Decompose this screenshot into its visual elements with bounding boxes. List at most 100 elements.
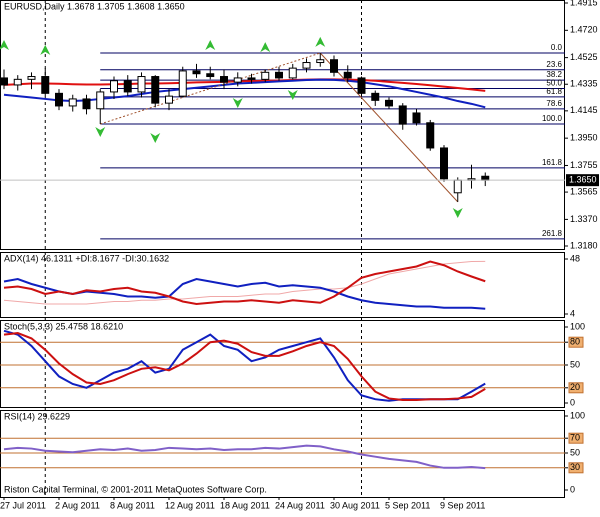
candle-body bbox=[261, 71, 270, 80]
fib-label: 261.8 bbox=[542, 229, 563, 238]
x-tick-label: 27 Jul 2011 bbox=[0, 500, 46, 510]
y-tick-label: 1.4915 bbox=[570, 0, 598, 7]
y-tick-label: 48 bbox=[570, 253, 580, 263]
candle-body bbox=[68, 98, 77, 107]
candle-body bbox=[55, 92, 63, 107]
y-tick-label: 50 bbox=[570, 359, 580, 369]
fib-label: 0.0 bbox=[551, 43, 563, 52]
x-tick-label: 30 Aug 2011 bbox=[330, 500, 380, 510]
level-box bbox=[568, 336, 584, 348]
y-tick-label: 1.4525 bbox=[570, 52, 598, 62]
y-tick-label: 1.4720 bbox=[570, 25, 598, 35]
candle-body bbox=[426, 122, 435, 149]
candle-body bbox=[412, 112, 421, 124]
x-tick-label: 12 Aug 2011 bbox=[165, 500, 215, 510]
level-box bbox=[568, 382, 584, 394]
footer: Riston Capital Terminal, © 2001-2011 Met… bbox=[4, 484, 267, 494]
x-tick-label: 8 Aug 2011 bbox=[110, 500, 155, 510]
chart-title: EURUSD,Daily 1.3678 1.3705 1.3608 1.3650 bbox=[4, 1, 185, 11]
indicator-title: Stoch(5,3,3) 25.4758 18.6210 bbox=[4, 321, 123, 331]
y-tick-label: 1.3755 bbox=[570, 160, 598, 170]
fib-label: 161.8 bbox=[542, 158, 563, 167]
x-tick-label: 5 Sep 2011 bbox=[385, 500, 430, 510]
fractal-arrow bbox=[95, 126, 106, 137]
indicator-title: ADX(14) 46.1311 +DI:8.1677 -DI:30.1632 bbox=[4, 253, 169, 263]
candle-body bbox=[192, 70, 201, 75]
y-tick-label: 1.3565 bbox=[570, 186, 598, 196]
fib-label: 50.0 bbox=[546, 79, 562, 88]
candle-body bbox=[440, 147, 448, 180]
pane-border bbox=[0, 410, 565, 498]
fractal-arrow bbox=[232, 98, 243, 109]
zigzag bbox=[319, 52, 459, 203]
y-tick-label: 0 bbox=[570, 397, 575, 407]
y-tick-label: 100 bbox=[570, 410, 585, 420]
candle-body bbox=[398, 105, 407, 125]
fractal-arrow bbox=[150, 133, 161, 144]
fractal-arrow bbox=[0, 40, 9, 51]
candle-body bbox=[481, 175, 490, 181]
fractal-arrow bbox=[260, 42, 271, 53]
fib-label: 78.6 bbox=[546, 99, 562, 108]
fractal-arrow bbox=[40, 44, 51, 55]
candle-body bbox=[96, 91, 105, 110]
candle-body bbox=[137, 76, 146, 93]
y-tick-label: 4 bbox=[570, 308, 575, 318]
fractal-arrow bbox=[287, 90, 298, 101]
candle-body bbox=[343, 71, 352, 79]
moving-average bbox=[3, 78, 486, 92]
candle-body bbox=[151, 76, 160, 104]
indicator-title: RSI(14) 29.6229 bbox=[4, 411, 70, 421]
indicator-line bbox=[3, 277, 486, 310]
candle-body bbox=[385, 99, 393, 107]
level-box bbox=[568, 432, 584, 444]
fractal-arrow bbox=[205, 40, 216, 51]
candle-body bbox=[275, 71, 283, 79]
candle-body bbox=[82, 98, 91, 110]
indicator-line bbox=[3, 260, 486, 305]
y-tick-label: 1.3370 bbox=[570, 214, 598, 224]
zigzag bbox=[100, 52, 321, 125]
candle-body bbox=[41, 76, 50, 94]
y-tick-label: 1.3950 bbox=[570, 133, 598, 143]
candle-body bbox=[302, 62, 311, 69]
fib-label: 23.6 bbox=[546, 60, 562, 69]
candle-body bbox=[0, 77, 8, 86]
candle-body bbox=[13, 78, 22, 86]
candle-body bbox=[247, 77, 256, 80]
candle-body bbox=[165, 95, 173, 104]
y-tick-label: 80 bbox=[570, 337, 580, 347]
indicator-line bbox=[3, 260, 486, 306]
indicator-line bbox=[3, 444, 486, 470]
fractal-arrow bbox=[452, 207, 463, 218]
x-tick-label: 18 Aug 2011 bbox=[220, 500, 270, 510]
pane-border bbox=[0, 252, 565, 318]
x-tick-label: 2 Aug 2011 bbox=[55, 500, 100, 510]
current-price-box bbox=[566, 174, 599, 187]
candle-body bbox=[206, 73, 215, 78]
candle-body bbox=[330, 59, 338, 73]
fractal-arrow bbox=[315, 36, 326, 47]
fib-label: 38.2 bbox=[546, 70, 562, 79]
x-tick-label: 9 Sep 2011 bbox=[440, 500, 485, 510]
candle-body bbox=[27, 76, 36, 80]
y-tick-label: 100 bbox=[570, 321, 585, 331]
y-tick-label: 1.4145 bbox=[570, 105, 598, 115]
x-tick-label: 24 Aug 2011 bbox=[275, 500, 325, 510]
candle-body bbox=[288, 67, 297, 79]
fib-label: 100.0 bbox=[542, 114, 563, 123]
y-tick-label: 1.4335 bbox=[570, 79, 598, 89]
candle-body bbox=[316, 59, 325, 64]
level-box bbox=[568, 462, 584, 474]
candle-body bbox=[233, 77, 242, 83]
y-tick-label: 0 bbox=[570, 484, 575, 494]
candle-body bbox=[220, 76, 228, 83]
candle-body bbox=[371, 92, 380, 101]
fib-label: 61.8 bbox=[546, 87, 562, 96]
y-tick-label: 20 bbox=[570, 382, 580, 392]
pane-border bbox=[0, 0, 565, 250]
indicator-line bbox=[3, 332, 486, 401]
candle-body bbox=[357, 77, 366, 94]
candle-body bbox=[110, 80, 118, 93]
